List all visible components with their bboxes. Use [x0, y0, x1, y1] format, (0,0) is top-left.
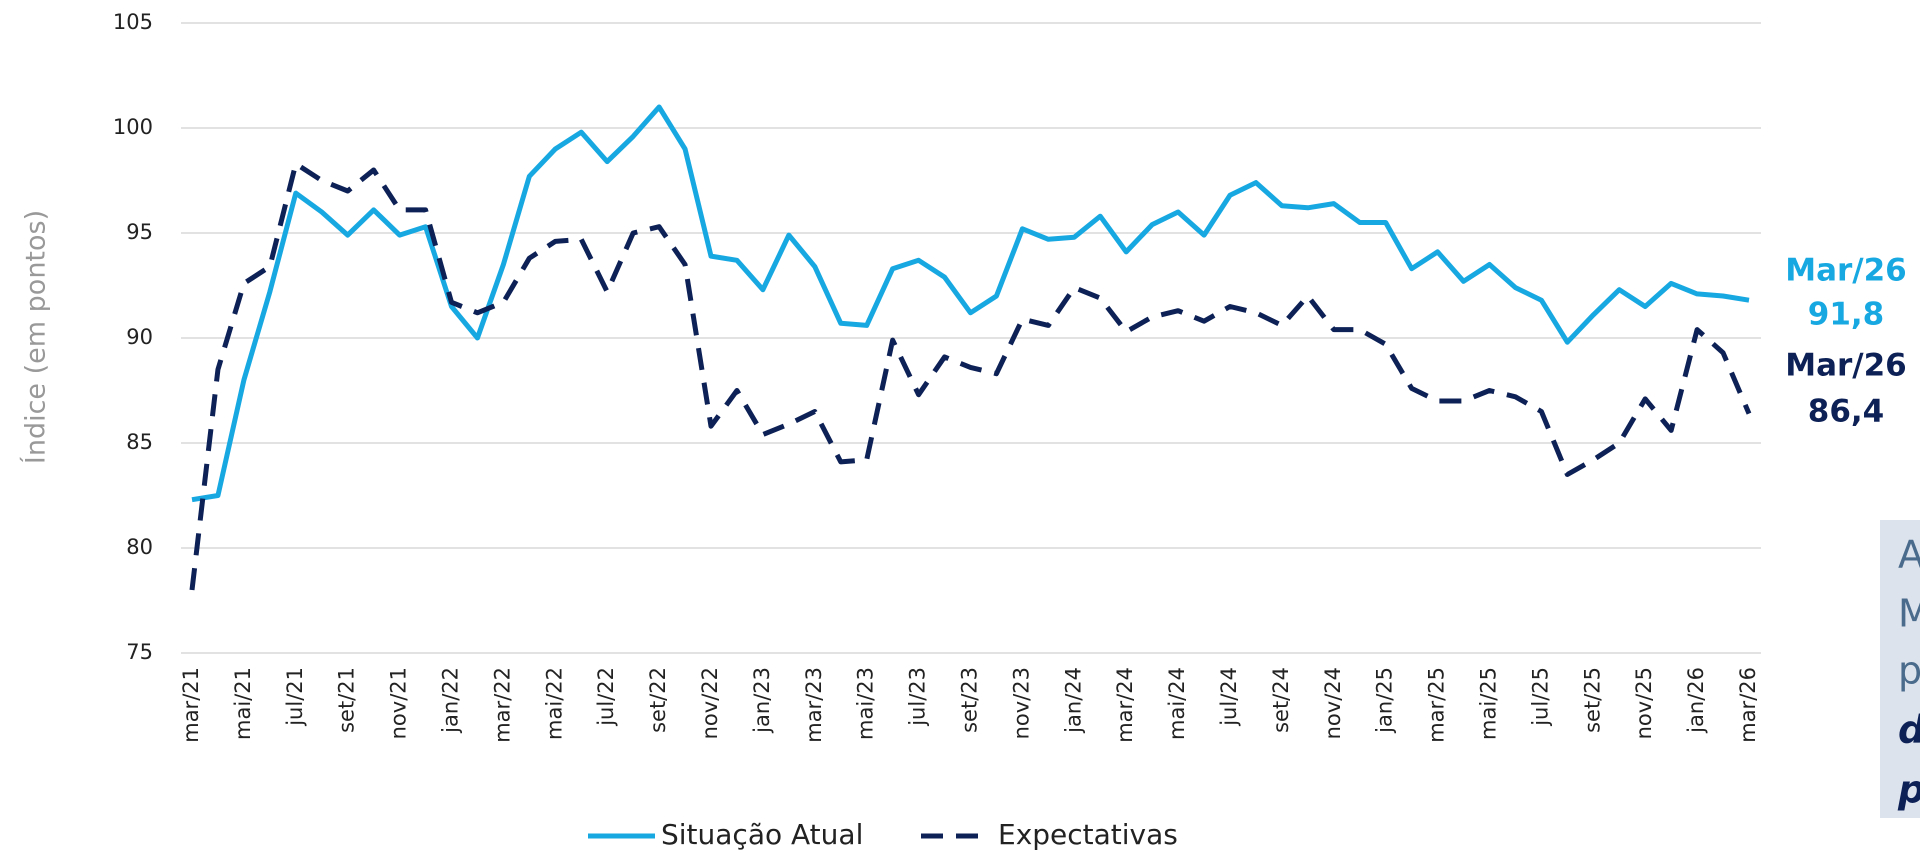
x-tick-label: nov/24 [1321, 667, 1345, 739]
x-tick-label: mai/22 [542, 667, 566, 740]
callout-text: p [1898, 649, 1920, 693]
x-tick-label: mar/21 [179, 667, 203, 743]
y-tick-label: 100 [113, 115, 153, 139]
end-label: Mar/26 [1785, 348, 1907, 384]
x-tick-label: set/23 [958, 667, 982, 733]
value-label: 86,4 [1808, 394, 1885, 430]
x-tick-label: mar/24 [1113, 667, 1137, 743]
x-tick-label: set/21 [335, 667, 359, 733]
x-tick-label: mar/23 [802, 667, 826, 743]
end-label: Mar/26 [1785, 253, 1907, 289]
x-tick-label: nov/25 [1632, 667, 1656, 739]
x-tick-label: mai/25 [1477, 667, 1501, 740]
series-line [189, 161, 1752, 591]
y-axis-label: Índice (em pontos) [20, 210, 52, 464]
y-tick-label: 95 [126, 220, 153, 244]
x-tick-label: jan/26 [1684, 667, 1708, 734]
x-tick-label: jul/22 [594, 667, 618, 727]
legend-label: Situação Atual [661, 818, 863, 851]
y-tick-label: 105 [113, 10, 153, 34]
x-tick-label: jan/22 [439, 667, 463, 734]
series-line [191, 104, 1750, 503]
x-tick-label: jan/24 [1061, 667, 1085, 734]
x-tick-label: set/22 [646, 667, 670, 733]
x-tick-label: mai/21 [231, 667, 255, 740]
x-tick-label: mar/22 [490, 667, 514, 743]
x-tick-label: mai/24 [1165, 667, 1189, 740]
callout-text: A [1898, 533, 1920, 577]
y-tick-label: 85 [126, 430, 153, 454]
x-tick-label: jan/25 [1373, 667, 1397, 734]
x-tick-label: nov/21 [387, 667, 411, 739]
x-tick-label: set/25 [1580, 667, 1604, 733]
callout-text: d [1898, 708, 1920, 752]
y-tick-label: 80 [126, 535, 153, 559]
x-tick-label: set/24 [1269, 667, 1293, 733]
x-tick-label: jul/25 [1528, 667, 1552, 727]
callout-box [1880, 520, 1920, 818]
x-tick-label: jul/21 [283, 667, 307, 727]
legend-label: Expectativas [998, 818, 1178, 851]
callout-text: p [1897, 768, 1920, 812]
x-tick-label: nov/23 [1009, 667, 1033, 739]
x-tick-label: mar/26 [1736, 667, 1760, 743]
x-tick-label: mai/23 [854, 667, 878, 740]
x-tick-label: nov/22 [698, 667, 722, 739]
y-tick-label: 90 [126, 325, 153, 349]
x-tick-label: jan/23 [750, 667, 774, 734]
x-tick-label: jul/24 [1217, 667, 1241, 727]
x-tick-label: jul/23 [906, 667, 930, 727]
callout-text: M [1898, 592, 1920, 636]
value-label: 91,8 [1808, 297, 1885, 333]
y-tick-label: 75 [126, 640, 153, 664]
x-tick-label: mar/25 [1425, 667, 1449, 743]
